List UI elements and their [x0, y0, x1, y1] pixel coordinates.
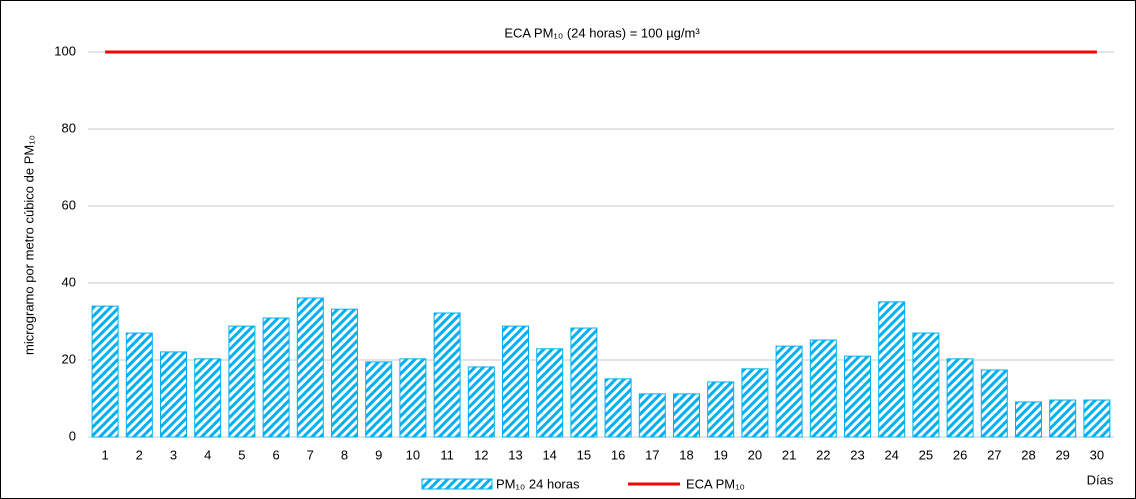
- y-axis-label: microgramo por metro cúbico de PM₁₀: [21, 135, 36, 355]
- bar: [296, 297, 324, 438]
- x-tick-label: 10: [406, 447, 420, 462]
- bar: [194, 358, 222, 438]
- bar: [570, 327, 598, 438]
- x-tick-label: 13: [508, 447, 522, 462]
- y-tick-label: 80: [62, 120, 76, 135]
- x-tick-label: 8: [341, 447, 348, 462]
- y-tick-label: 0: [69, 428, 76, 443]
- x-tick-label: 4: [204, 447, 211, 462]
- annotation: ECA PM₁₀ (24 horas) = 100 µg/m³: [504, 25, 700, 40]
- legend-label: ECA PM₁₀: [686, 476, 745, 491]
- bar: [433, 312, 461, 438]
- bar: [262, 317, 290, 438]
- bar: [502, 325, 529, 438]
- bar: [912, 332, 940, 438]
- x-tick-label: 22: [816, 447, 830, 462]
- x-tick-label: 5: [238, 447, 245, 462]
- bar: [844, 355, 871, 438]
- y-tick-label: 40: [62, 274, 76, 289]
- x-axis-label: Días: [1087, 472, 1114, 487]
- bar: [878, 301, 906, 438]
- legend-label: PM₁₀ 24 horas: [496, 476, 580, 491]
- bar: [1083, 399, 1111, 438]
- bar: [1049, 399, 1077, 438]
- bar: [604, 378, 632, 438]
- y-tick-label: 60: [62, 197, 76, 212]
- x-tick-label: 27: [987, 447, 1001, 462]
- bar: [331, 308, 358, 438]
- x-tick-label: 20: [748, 447, 762, 462]
- bar: [1015, 401, 1042, 438]
- x-tick-label: 25: [919, 447, 933, 462]
- x-tick-label: 28: [1021, 447, 1035, 462]
- bar: [741, 368, 769, 438]
- x-tick-label: 1: [101, 447, 108, 462]
- bar: [399, 358, 427, 438]
- y-tick-label: 100: [54, 43, 76, 58]
- bar: [125, 332, 153, 438]
- x-tick-label: 15: [577, 447, 591, 462]
- x-tick-label: 29: [1055, 447, 1069, 462]
- y-tick-label: 20: [62, 351, 76, 366]
- x-tick-label: 12: [474, 447, 488, 462]
- bar: [467, 366, 495, 438]
- x-tick-label: 30: [1090, 447, 1104, 462]
- x-tick-label: 3: [170, 447, 177, 462]
- bar: [228, 325, 256, 438]
- x-tick-label: 6: [272, 447, 279, 462]
- bar: [638, 393, 666, 438]
- x-tick-label: 21: [782, 447, 796, 462]
- bar: [775, 345, 803, 438]
- x-tick-label: 7: [307, 447, 314, 462]
- bar: [980, 369, 1008, 438]
- bar: [91, 305, 119, 438]
- bar: [809, 339, 837, 438]
- x-tick-label: 9: [375, 447, 382, 462]
- x-tick-label: 17: [645, 447, 659, 462]
- bar: [160, 351, 187, 438]
- x-tick-label: 2: [136, 447, 143, 462]
- x-tick-label: 18: [679, 447, 693, 462]
- x-tick-label: 24: [884, 447, 898, 462]
- x-tick-label: 11: [440, 447, 454, 462]
- bar: [673, 393, 700, 438]
- bar: [365, 361, 393, 438]
- bar: [536, 348, 564, 438]
- legend-swatch: [421, 478, 493, 490]
- x-tick-label: 23: [850, 447, 864, 462]
- x-tick-label: 14: [542, 447, 556, 462]
- bar: [707, 381, 735, 438]
- x-tick-label: 26: [953, 447, 967, 462]
- bar: [946, 358, 974, 438]
- x-tick-label: 16: [611, 447, 625, 462]
- x-tick-label: 19: [713, 447, 727, 462]
